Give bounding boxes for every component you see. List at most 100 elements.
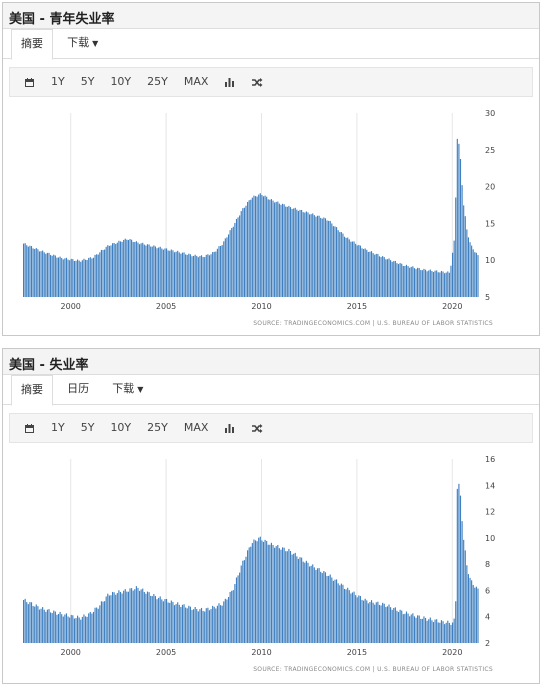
bar xyxy=(162,601,164,643)
bar xyxy=(231,228,233,297)
range-1y-button[interactable]: 1Y xyxy=(51,421,65,434)
bar xyxy=(440,270,443,297)
bar xyxy=(46,609,48,643)
bar xyxy=(312,213,314,297)
tab-summary[interactable]: 摘要 xyxy=(11,29,53,60)
bar xyxy=(67,616,69,643)
bar xyxy=(469,242,471,297)
bar xyxy=(229,230,231,297)
bar xyxy=(50,255,52,297)
bar xyxy=(358,595,360,643)
bar xyxy=(137,587,139,643)
bar xyxy=(178,252,180,297)
bar xyxy=(53,254,55,297)
bar xyxy=(115,594,117,643)
bar xyxy=(161,599,163,643)
bar xyxy=(364,248,366,297)
bar xyxy=(135,586,137,643)
bar xyxy=(215,251,217,297)
bar xyxy=(394,607,396,643)
bar xyxy=(296,209,298,297)
bar xyxy=(366,600,368,643)
range-10y-button[interactable]: 10Y xyxy=(110,421,132,434)
bar xyxy=(256,541,258,643)
tab-calendar[interactable]: 日历 xyxy=(58,375,98,405)
bar xyxy=(110,245,112,297)
bar-chart-icon[interactable] xyxy=(216,417,243,439)
bar xyxy=(197,611,199,643)
bar xyxy=(207,254,209,297)
range-1y-button[interactable]: 1Y xyxy=(51,75,65,88)
bar xyxy=(116,593,118,643)
bar xyxy=(464,216,466,297)
bar xyxy=(320,217,322,297)
bar xyxy=(259,193,261,297)
bar xyxy=(102,601,104,643)
bar xyxy=(35,248,37,297)
bar xyxy=(453,618,455,643)
bar xyxy=(194,607,196,643)
bar xyxy=(97,608,99,643)
tab-download[interactable]: 下载 ▼ xyxy=(58,29,107,59)
bar xyxy=(467,574,470,643)
bar xyxy=(88,257,90,297)
shuffle-icon[interactable] xyxy=(243,71,271,93)
range-25y-button[interactable]: 25Y xyxy=(147,421,168,434)
bar xyxy=(363,249,365,297)
bar xyxy=(151,596,153,643)
bar xyxy=(342,584,344,643)
bar xyxy=(283,547,285,643)
x-tick-label: 2015 xyxy=(347,302,367,311)
bar-chart-icon[interactable] xyxy=(216,71,243,93)
bar xyxy=(289,550,292,643)
bar xyxy=(105,596,107,643)
bar xyxy=(37,249,39,297)
bar xyxy=(393,607,395,643)
y-tick-label: 12 xyxy=(485,508,495,517)
bar xyxy=(336,227,338,297)
bar xyxy=(205,254,207,297)
bar xyxy=(343,588,346,643)
bar xyxy=(92,611,95,643)
bar xyxy=(77,259,79,297)
bar xyxy=(84,259,87,297)
bar xyxy=(180,607,182,643)
bar xyxy=(474,587,476,643)
bar xyxy=(89,257,91,297)
range-max-button[interactable]: MAX xyxy=(183,75,209,88)
bar xyxy=(124,589,126,643)
bar xyxy=(218,603,220,643)
calendar-icon[interactable] xyxy=(16,71,43,93)
bar xyxy=(181,604,184,643)
range-10y-button[interactable]: 10Y xyxy=(110,75,132,88)
bar xyxy=(469,577,471,643)
bar xyxy=(104,249,106,297)
bar xyxy=(237,217,239,297)
range-25y-button[interactable]: 25Y xyxy=(147,75,168,88)
bar xyxy=(199,255,201,297)
bar xyxy=(38,609,41,643)
bar xyxy=(334,226,336,297)
bar xyxy=(113,592,115,643)
bar xyxy=(127,591,129,643)
bar xyxy=(459,495,462,643)
bar xyxy=(108,595,110,643)
bar xyxy=(367,603,369,643)
tab-download[interactable]: 下载 ▼ xyxy=(103,375,152,405)
calendar-icon[interactable] xyxy=(16,417,43,439)
bar xyxy=(404,613,406,643)
bar xyxy=(334,579,336,643)
shuffle-icon[interactable] xyxy=(243,417,271,439)
chart-toolbar: 1Y 5Y 10Y 25Y MAX xyxy=(9,413,533,443)
bar xyxy=(77,615,79,643)
bar xyxy=(280,204,282,297)
bar xyxy=(331,223,333,297)
range-5y-button[interactable]: 5Y xyxy=(80,75,95,88)
x-tick-label: 2005 xyxy=(156,302,176,311)
bar xyxy=(364,598,366,643)
range-max-button[interactable]: MAX xyxy=(183,421,209,434)
bar xyxy=(437,272,439,297)
chart-area: 5 10 15 20 25 30 2000 2005 2010 2015 2020 SOURCE:… xyxy=(9,103,535,333)
range-5y-button[interactable]: 5Y xyxy=(80,421,95,434)
tab-summary[interactable]: 摘要 xyxy=(11,375,53,406)
